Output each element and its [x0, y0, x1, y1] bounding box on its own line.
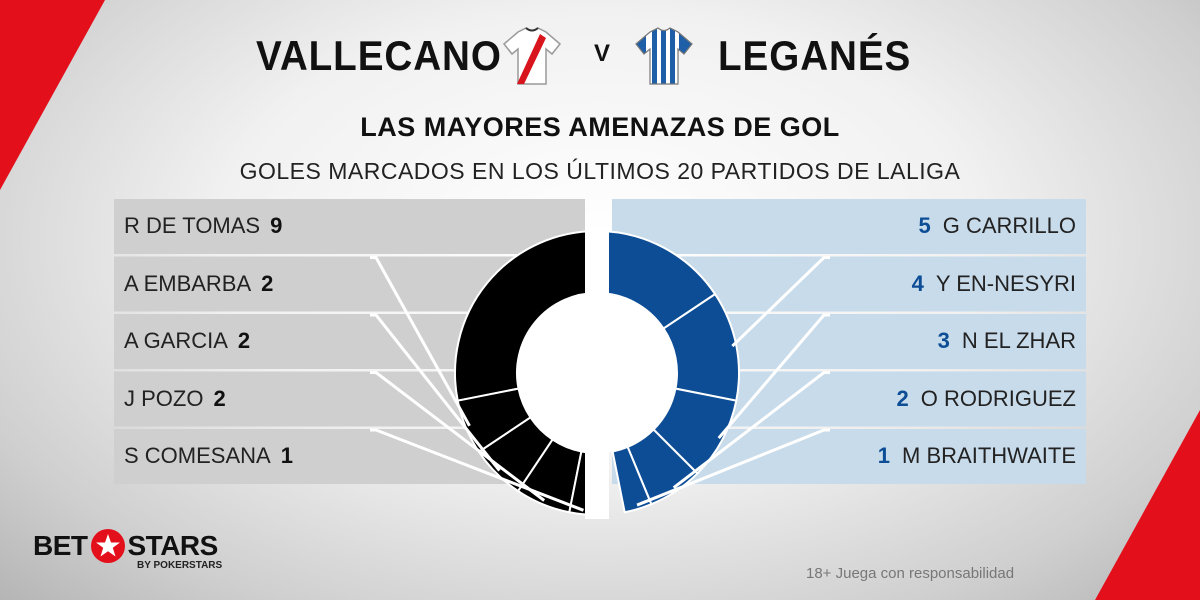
versus-label: V	[594, 40, 611, 67]
home-player-label: J POZO 2	[124, 371, 226, 427]
player-name: S COMESANA	[124, 443, 271, 468]
goals-value: 5	[918, 213, 931, 238]
leganes-shirt-icon	[635, 27, 693, 85]
away-team-name: LEGANÉS	[718, 32, 912, 79]
player-name: N EL ZHAR	[961, 328, 1076, 353]
home-player-label: A GARCIA 2	[124, 313, 250, 369]
goals-value: 2	[213, 385, 226, 411]
away-leader-line	[717, 313, 830, 440]
home-leader-line	[370, 371, 546, 502]
player-name: A EMBARBA	[124, 270, 252, 296]
home-team-name: VALLECANO	[256, 32, 502, 79]
away-player-label: 2 O RODRIGUEZ	[897, 371, 1076, 427]
away-player-label: 3 N EL ZHAR	[938, 313, 1076, 369]
goals-value: 2	[237, 328, 251, 353]
player-name: O RODRIGUEZ	[920, 385, 1076, 411]
star-icon	[90, 529, 125, 563]
away-leader-line	[636, 428, 830, 507]
away-leader-line	[672, 371, 830, 489]
away-player-label: 1 M BRAITHWAITE	[878, 428, 1076, 484]
vallecano-shirt-icon	[502, 27, 562, 85]
player-name: M BRAITHWAITE	[902, 443, 1076, 468]
goals-value: 3	[937, 328, 950, 353]
player-name: R DE TOMAS	[124, 213, 261, 238]
brand-word-right: STARS	[127, 530, 219, 561]
away-row-panel	[612, 199, 1086, 254]
chart-title: LAS MAYORES AMENAZAS DE GOL	[360, 112, 840, 142]
home-leader-line	[370, 256, 471, 427]
player-name: A GARCIA	[124, 328, 228, 353]
goals-value: 1	[280, 443, 293, 468]
away-leader-line	[731, 256, 830, 348]
home-row-panel	[114, 199, 585, 254]
red-corner-decoration	[1095, 410, 1200, 600]
goals-value: 2	[261, 270, 274, 296]
home-leader-line	[370, 428, 585, 512]
goals-value: 2	[896, 385, 909, 411]
goals-value: 9	[270, 213, 283, 238]
home-player-label: S COMESANA 1	[124, 428, 293, 484]
goals-value: 1	[877, 443, 891, 468]
betstars-logo: BET STARS BY POKERSTARS	[33, 528, 222, 571]
donut-hole	[517, 293, 677, 453]
chart-subtitle: GOLES MARCADOS EN LOS ÚLTIMOS 20 PARTIDO…	[239, 158, 961, 184]
away-player-label: 4 Y EN-NESYRI	[912, 256, 1076, 312]
player-name: G CARRILLO	[942, 213, 1076, 238]
away-player-label: 5 G CARRILLO	[918, 198, 1076, 254]
red-corner-decoration	[0, 0, 105, 190]
home-leader-line	[370, 313, 501, 472]
goals-value: 4	[911, 270, 924, 296]
player-name: J POZO	[124, 385, 204, 411]
home-player-label: R DE TOMAS 9	[124, 198, 282, 254]
brand-subtitle: BY POKERSTARS	[137, 560, 223, 571]
responsible-gambling-note: 18+ Juega con responsabilidad	[806, 565, 1015, 582]
brand-word-left: BET	[33, 530, 88, 561]
player-name: Y EN-NESYRI	[935, 270, 1076, 296]
home-player-label: A EMBARBA 2	[124, 256, 273, 312]
